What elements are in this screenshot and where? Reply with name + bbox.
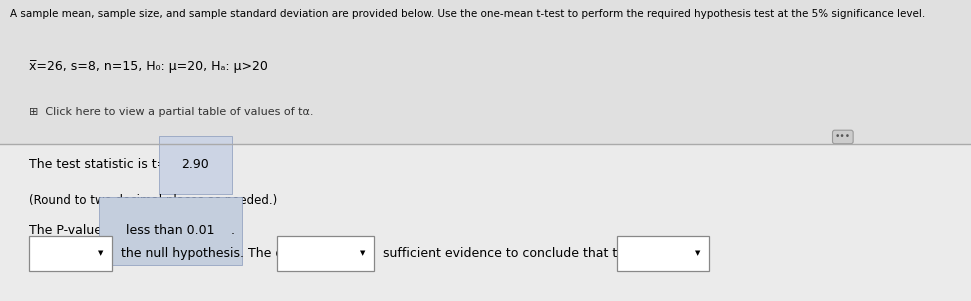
Text: 2.90: 2.90 [182,158,210,171]
Text: ▼: ▼ [695,251,701,256]
Text: ▼: ▼ [360,251,366,256]
Text: less than 0.01: less than 0.01 [126,224,215,237]
Text: ▼: ▼ [98,251,104,256]
Text: ⊞  Click here to view a partial table of values of tα.: ⊞ Click here to view a partial table of … [29,107,314,117]
Text: (Round to two decimal places as needed.): (Round to two decimal places as needed.) [29,194,278,207]
Text: A sample mean, sample size, and sample standard deviation are provided below. Us: A sample mean, sample size, and sample s… [10,9,925,19]
Text: the null hypothesis. The data: the null hypothesis. The data [117,247,303,260]
Text: sufficient evidence to conclude that the mean is: sufficient evidence to conclude that the… [379,247,686,260]
Text: .: . [231,224,235,237]
Text: x̅=26, s=8, n=15, H₀: μ=20, Hₐ: μ>20: x̅=26, s=8, n=15, H₀: μ=20, Hₐ: μ>20 [29,60,268,73]
Text: The test statistic is t=: The test statistic is t= [29,158,167,171]
Text: The P-value is: The P-value is [29,224,120,237]
Text: •••: ••• [835,132,851,141]
